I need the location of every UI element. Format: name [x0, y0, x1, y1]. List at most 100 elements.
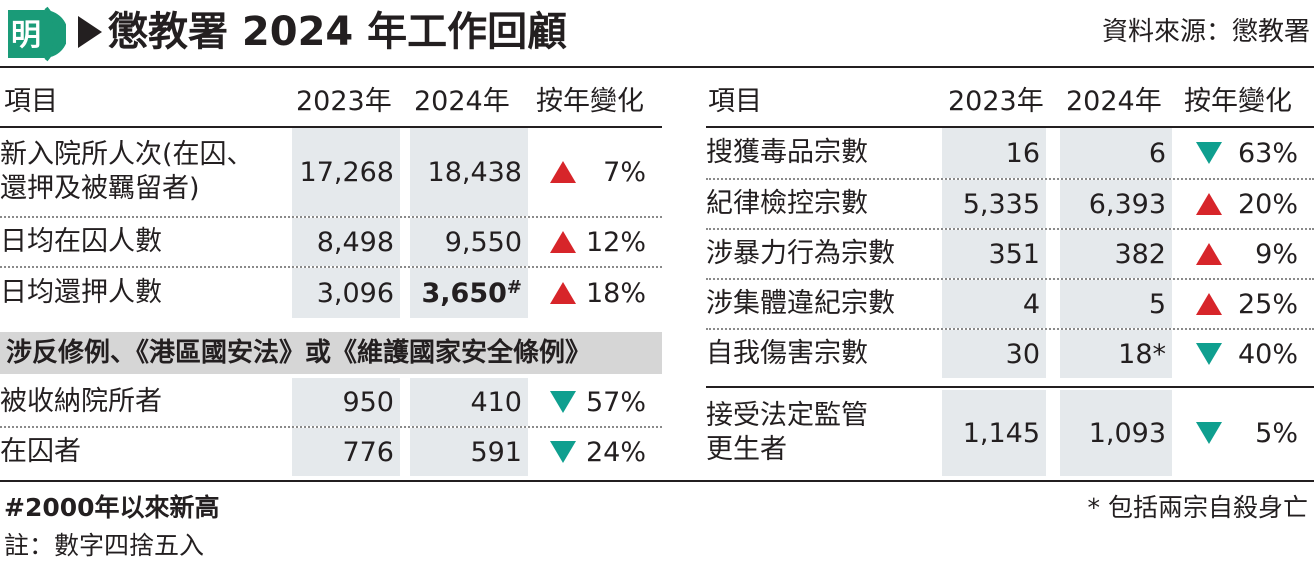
triangle-down-icon [1196, 422, 1222, 444]
row-label: 自我傷害宗數 [706, 338, 868, 369]
change-cell: 24% [550, 428, 656, 476]
value-2024: 9,550 [410, 218, 528, 266]
row-label: 日均還押人數 [0, 277, 162, 308]
table-row: 接受法定監管 更生者 1,145 1,093 5% [706, 390, 1314, 476]
triangle-up-icon [550, 231, 576, 253]
value-2024: 1,093 [1060, 390, 1172, 476]
table-row: 涉集體違紀宗數 4 5 25% [706, 280, 1314, 328]
change-value: 24% [585, 436, 646, 468]
row-divider [706, 178, 1314, 180]
change-cell: 25% [1196, 280, 1308, 328]
triangle-down-icon [1196, 343, 1222, 365]
table-row: 在囚者 776 591 24% [0, 428, 662, 476]
table-row: 被收納院所者 950 410 57% [0, 378, 662, 426]
row-label: 在囚者 [0, 436, 81, 467]
change-cell: 63% [1196, 128, 1308, 178]
value-2024-number: 3,650 [421, 277, 507, 309]
value-2023: 776 [292, 428, 400, 476]
row-divider [0, 426, 662, 428]
col-header-2023: 2023年 [948, 86, 1044, 117]
col-header-2024: 2024年 [414, 86, 510, 117]
chevron-right-icon [78, 16, 102, 48]
change-cell: 18% [550, 268, 656, 318]
triangle-up-icon [550, 161, 576, 183]
triangle-down-icon [550, 441, 576, 463]
col-header-2023: 2023年 [296, 86, 392, 117]
col-header-2024: 2024年 [1066, 86, 1162, 117]
value-2023: 16 [942, 128, 1046, 178]
triangle-up-icon [1196, 193, 1222, 215]
header-rule [0, 126, 662, 128]
row-divider [706, 328, 1314, 330]
col-header-item: 項目 [4, 86, 58, 117]
change-value: 20% [1237, 188, 1298, 220]
page-title: 懲教署 2024 年工作回顧 [108, 9, 568, 55]
source-note: 資料來源：懲教署 [1101, 17, 1310, 47]
change-value: 5% [1255, 417, 1298, 449]
section-title: 涉反修例、《港區國安法》或《維護國家安全條例》 [0, 332, 662, 374]
table-row: 日均還押人數 3,096 3,650 # 18% [0, 268, 662, 318]
row-label: 接受法定監管 更生者 [706, 400, 868, 465]
record-high-mark: # [506, 276, 522, 298]
triangle-down-icon [1196, 142, 1222, 164]
logo-glyph: 明 [11, 18, 41, 53]
row-label: 涉集體違紀宗數 [706, 288, 895, 319]
col-header-change: 按年變化 [1184, 86, 1292, 117]
value-2023: 5,335 [942, 180, 1046, 228]
header-rule [706, 126, 1314, 128]
row-label: 新入院所人次(在囚、 還押及被羈留者) [0, 139, 254, 204]
col-header-item: 項目 [708, 86, 762, 117]
change-value: 18% [585, 277, 646, 309]
table-row: 日均在囚人數 8,498 9,550 12% [0, 218, 662, 266]
left-table: 項目 2023年 2024年 按年變化 新入院所人次(在囚、 還押及被羈留者) … [0, 76, 662, 478]
change-value: 57% [585, 386, 646, 418]
value-2023: 4 [942, 280, 1046, 328]
newspaper-logo-icon: 明 [8, 6, 66, 62]
row-label: 被收納院所者 [0, 386, 162, 417]
value-2024: 5 [1060, 280, 1172, 328]
value-2024: 591 [410, 428, 528, 476]
value-2024: 6,393 [1060, 180, 1172, 228]
suicide-note: * 包括兩宗自殺身亡 [1087, 493, 1308, 522]
value-2023: 950 [292, 378, 400, 426]
header-divider [0, 66, 1314, 68]
row-label: 搜獲毒品宗數 [706, 137, 868, 168]
change-cell: 12% [550, 218, 656, 266]
value-2024: 3,650 # [410, 268, 528, 318]
table-row: 自我傷害宗數 30 18* 40% [706, 330, 1314, 378]
row-divider [0, 266, 662, 268]
table-row: 涉暴力行為宗數 351 382 9% [706, 230, 1314, 278]
right-table: 項目 2023年 2024年 按年變化 搜獲毒品宗數 16 6 63% 紀律檢控… [706, 76, 1314, 478]
value-2023: 1,145 [942, 390, 1046, 476]
change-value: 12% [585, 226, 646, 258]
value-2024: 410 [410, 378, 528, 426]
section-rule [706, 386, 1314, 388]
table-row: 新入院所人次(在囚、 還押及被羈留者) 17,268 18,438 7% [0, 128, 662, 216]
row-divider [0, 216, 662, 218]
change-cell: 7% [550, 128, 656, 216]
row-label: 日均在囚人數 [0, 226, 162, 257]
triangle-up-icon [1196, 293, 1222, 315]
footer-divider [0, 480, 1314, 482]
change-cell: 9% [1196, 230, 1308, 278]
value-2024: 6 [1060, 128, 1172, 178]
rounding-note: 註：數字四捨五入 [4, 531, 205, 560]
value-2024: 382 [1060, 230, 1172, 278]
change-value: 25% [1237, 288, 1298, 320]
row-label: 紀律檢控宗數 [706, 188, 868, 219]
value-2023: 30 [942, 330, 1046, 378]
row-label: 涉暴力行為宗數 [706, 238, 895, 269]
value-2023: 3,096 [292, 268, 400, 318]
value-2023: 17,268 [292, 128, 400, 216]
triangle-up-icon [550, 282, 576, 304]
record-high-note: #2000年以來新高 [4, 493, 220, 522]
value-2024: 18,438 [410, 128, 528, 216]
row-divider [706, 228, 1314, 230]
change-value: 40% [1237, 338, 1298, 370]
value-2023: 351 [942, 230, 1046, 278]
value-2023: 8,498 [292, 218, 400, 266]
change-cell: 40% [1196, 330, 1308, 378]
change-value: 7% [603, 156, 646, 188]
table-row: 紀律檢控宗數 5,335 6,393 20% [706, 180, 1314, 228]
triangle-up-icon [1196, 243, 1222, 265]
